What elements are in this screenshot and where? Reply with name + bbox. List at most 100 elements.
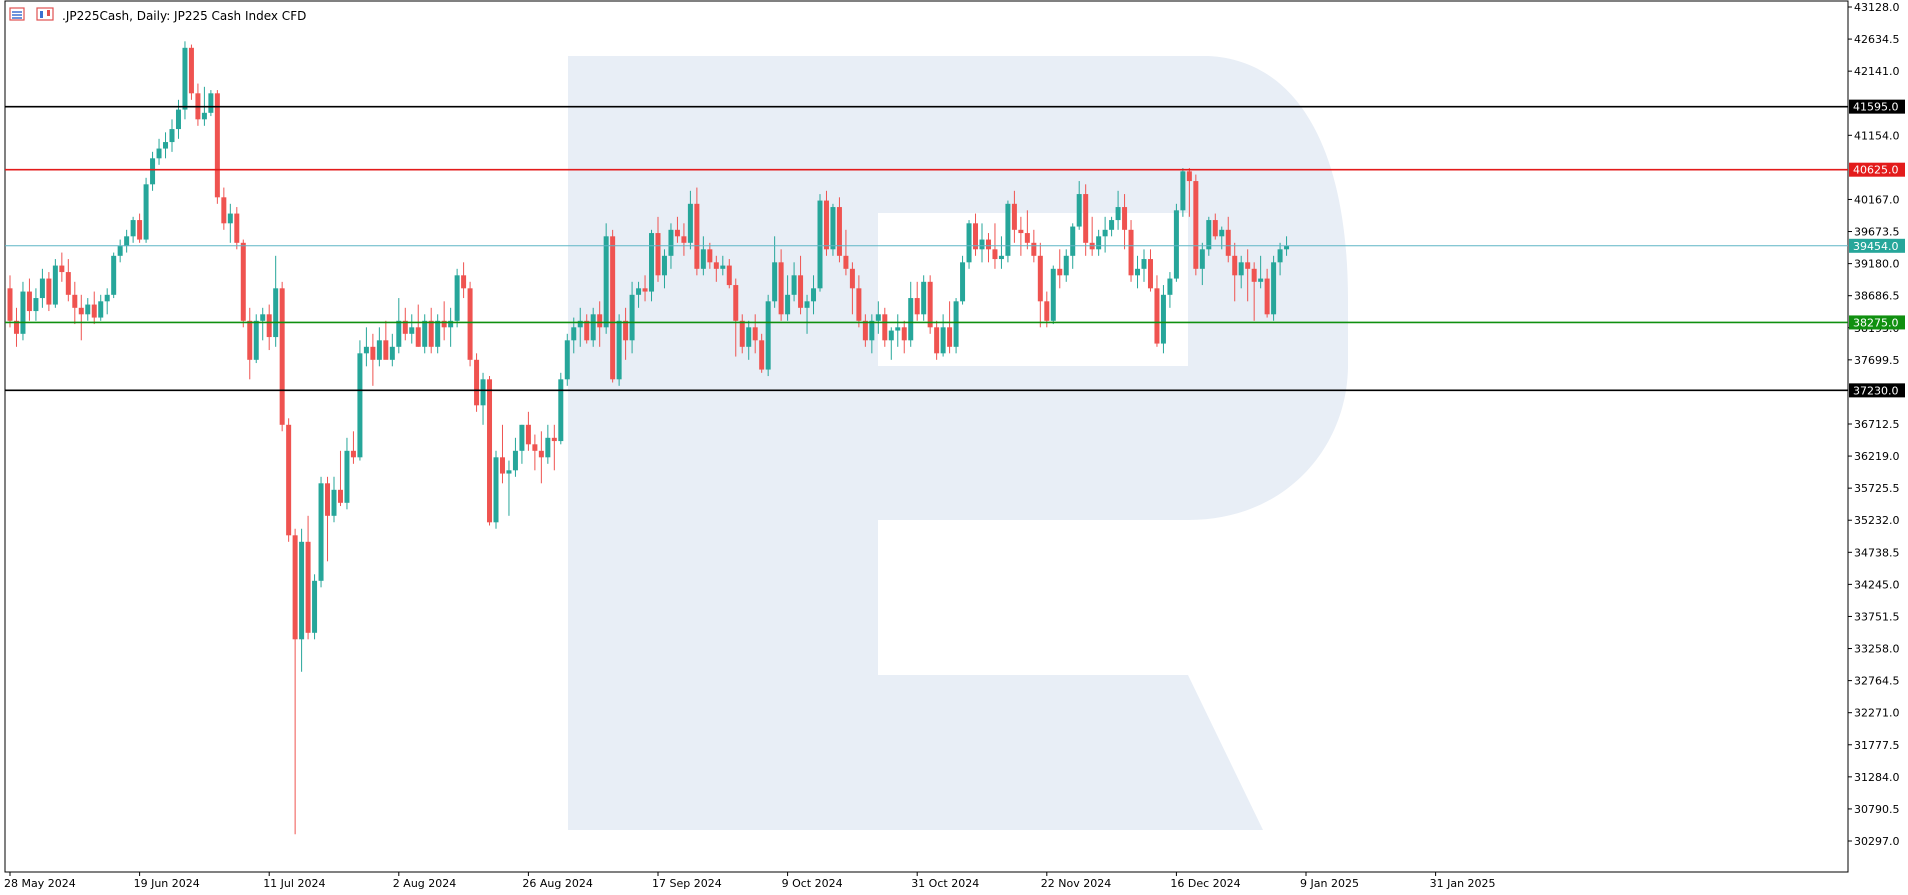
candle xyxy=(1011,190,1017,243)
candle-body xyxy=(253,320,259,360)
candle xyxy=(538,431,544,484)
candle xyxy=(461,262,467,299)
candle xyxy=(746,320,752,360)
candle-body xyxy=(1258,278,1264,282)
candle xyxy=(487,376,493,526)
candle-body xyxy=(739,320,745,347)
candle xyxy=(545,424,551,464)
candle xyxy=(700,236,706,276)
candle xyxy=(448,307,454,347)
candle xyxy=(830,203,836,256)
candle-body xyxy=(188,47,194,94)
candle xyxy=(409,314,415,344)
candle-body xyxy=(901,327,907,341)
candle-body xyxy=(78,307,84,315)
candle-body xyxy=(1180,171,1186,211)
candle xyxy=(13,307,19,347)
chart-header: .JP225Cash, Daily: JP225 Cash Index CFD xyxy=(9,7,306,23)
candle-body xyxy=(1031,242,1037,256)
chart-window-icon[interactable] xyxy=(9,7,25,21)
candle-body xyxy=(227,213,233,224)
candle xyxy=(856,275,862,328)
candle-body xyxy=(143,184,149,240)
candle xyxy=(1173,203,1179,282)
candle xyxy=(1135,255,1141,289)
candle-body xyxy=(98,301,104,318)
candle xyxy=(817,194,823,292)
candle-body xyxy=(726,265,732,286)
candle-body xyxy=(20,291,26,334)
y-tick-label: 34245.0 xyxy=(1854,578,1900,591)
candle-body xyxy=(875,314,881,321)
candle-body xyxy=(415,327,421,347)
candle-body xyxy=(668,229,674,256)
candle xyxy=(979,223,985,263)
candle-body xyxy=(150,158,156,185)
candle-body xyxy=(512,450,518,471)
candle xyxy=(998,236,1004,269)
candle xyxy=(493,450,499,529)
candle-body xyxy=(260,314,266,321)
candle-body xyxy=(59,265,65,273)
candle-body xyxy=(1128,229,1134,276)
candle xyxy=(823,190,829,256)
y-tick-label: 36219.0 xyxy=(1854,450,1900,463)
candle-body xyxy=(1199,249,1205,269)
candle-body xyxy=(836,207,842,256)
candle-type-icon[interactable] xyxy=(36,7,54,21)
candle-body xyxy=(1063,255,1069,276)
candle xyxy=(1076,181,1082,230)
candle xyxy=(137,213,143,243)
y-tick-label: 41154.0 xyxy=(1854,129,1900,142)
candle xyxy=(1018,216,1024,256)
candle xyxy=(247,307,253,380)
candle xyxy=(1167,272,1173,308)
candle xyxy=(934,320,940,360)
candle-body xyxy=(1083,194,1089,243)
candle-body xyxy=(409,327,415,334)
candle-body xyxy=(52,265,58,305)
candle xyxy=(415,304,421,347)
candle xyxy=(208,90,214,117)
candle-body xyxy=(91,304,97,318)
candle xyxy=(344,437,350,510)
candle-body xyxy=(240,242,246,321)
candle xyxy=(389,333,395,367)
candle xyxy=(1115,190,1121,230)
candle-body xyxy=(992,249,998,260)
candle-body xyxy=(551,437,557,442)
y-tick-label: 39180.0 xyxy=(1854,258,1900,271)
candle xyxy=(1258,255,1264,289)
candle xyxy=(875,301,881,334)
candle-body xyxy=(791,275,797,295)
candle-body xyxy=(1225,229,1231,256)
candle-body xyxy=(713,262,719,269)
candle-body xyxy=(292,535,298,640)
candle xyxy=(1245,249,1251,302)
candle xyxy=(130,216,136,243)
candle-body xyxy=(124,236,130,247)
candle xyxy=(694,187,700,276)
candle xyxy=(739,314,745,354)
candle-body xyxy=(1070,226,1076,256)
y-tick-label: 35725.5 xyxy=(1854,482,1900,495)
candle xyxy=(182,41,188,120)
candle-body xyxy=(603,236,609,328)
candle xyxy=(914,281,920,321)
candle-body xyxy=(590,314,596,341)
candle-body xyxy=(111,255,117,295)
candle xyxy=(422,314,428,354)
candle xyxy=(240,239,246,328)
candle xyxy=(798,255,804,315)
candle xyxy=(273,255,279,347)
candle xyxy=(1050,265,1056,325)
candle-body xyxy=(823,200,829,250)
candle-body xyxy=(279,288,285,425)
candle xyxy=(1225,216,1231,263)
candle-body xyxy=(286,424,292,536)
x-tick-label: 26 Aug 2024 xyxy=(522,877,592,890)
candle xyxy=(888,327,894,360)
candle-body xyxy=(1186,171,1192,182)
candle xyxy=(707,242,713,269)
